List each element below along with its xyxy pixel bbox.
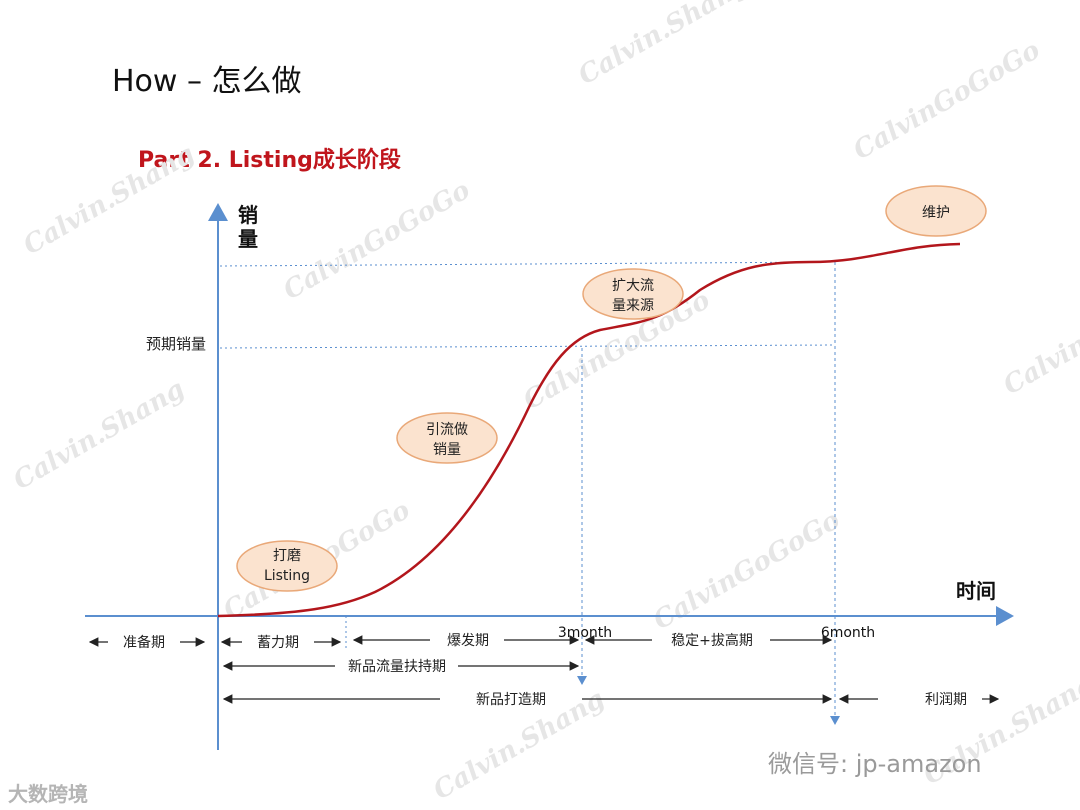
wechat-id-label: 微信号: jp-amazon bbox=[768, 750, 982, 778]
watermark-text: Calvin.Shang bbox=[574, 0, 755, 91]
month3-label: 3month bbox=[558, 625, 612, 641]
phase-profit: 利润期 bbox=[838, 692, 1000, 708]
month6-label: 6month bbox=[821, 625, 875, 641]
brand-logo: 大数跨境 bbox=[8, 782, 88, 806]
y-axis-label-bottom: 量 bbox=[238, 227, 258, 251]
watermark-text: Calvin.Shang bbox=[19, 139, 200, 261]
y-axis-label-top: 销 bbox=[238, 203, 258, 227]
phase-build: 新品打造期 bbox=[222, 691, 833, 708]
bubble-text-line: 扩大流 bbox=[612, 278, 654, 294]
bubble-text-line: 量来源 bbox=[612, 298, 654, 314]
phase-label: 稳定+拔高期 bbox=[671, 632, 753, 649]
bubble-text-line: 销量 bbox=[433, 442, 461, 458]
page-title: How – 怎么做 bbox=[112, 64, 302, 99]
bubble-text-line: 引流做 bbox=[426, 422, 468, 438]
phase-support: 新品流量扶持期 bbox=[222, 659, 580, 675]
watermark-text: CalvinGoGoGo bbox=[279, 175, 476, 306]
watermark-text: Calvin.Shang bbox=[9, 374, 190, 496]
phase-label: 新品流量扶持期 bbox=[348, 659, 446, 675]
bubble-text-line: Listing bbox=[264, 568, 310, 584]
bubble-drive-traffic: 引流做 销量 bbox=[396, 412, 498, 464]
phase-stable: 稳定+拔高期 bbox=[584, 632, 833, 649]
bubble-maintain: 维护 bbox=[885, 185, 987, 237]
phase-label: 新品打造期 bbox=[476, 691, 546, 708]
watermark-group: CalvinGoGoGo CalvinGoGoGo CalvinGoGoGo C… bbox=[9, 0, 1080, 806]
watermark-text: CalvinGoGoGo bbox=[849, 35, 1046, 166]
bubble-polish-listing: 打磨 Listing bbox=[236, 540, 338, 592]
bubble-text-line: 维护 bbox=[922, 205, 950, 221]
phase-prep: 准备期 bbox=[88, 634, 206, 651]
phase-label: 准备期 bbox=[123, 634, 165, 651]
bubble-text-line: 打磨 bbox=[273, 547, 301, 564]
phase-label: 爆发期 bbox=[447, 633, 489, 649]
y-tick-label: 预期销量 bbox=[146, 335, 206, 353]
x-axis-label: 时间 bbox=[956, 579, 996, 603]
watermark-text: Calvin.Shang bbox=[999, 279, 1080, 401]
sales-growth-curve bbox=[217, 242, 961, 618]
phase-burst: 爆发期 bbox=[352, 633, 580, 649]
target-guide-line bbox=[219, 344, 836, 349]
section-subtitle: Part 2. Listing成长阶段 bbox=[138, 148, 401, 173]
phase-label: 蓄力期 bbox=[257, 635, 299, 651]
bubble-expand-sources: 扩大流 量来源 bbox=[582, 268, 684, 320]
phase-label: 利润期 bbox=[925, 692, 967, 708]
phase-accumulate: 蓄力期 bbox=[220, 635, 342, 651]
